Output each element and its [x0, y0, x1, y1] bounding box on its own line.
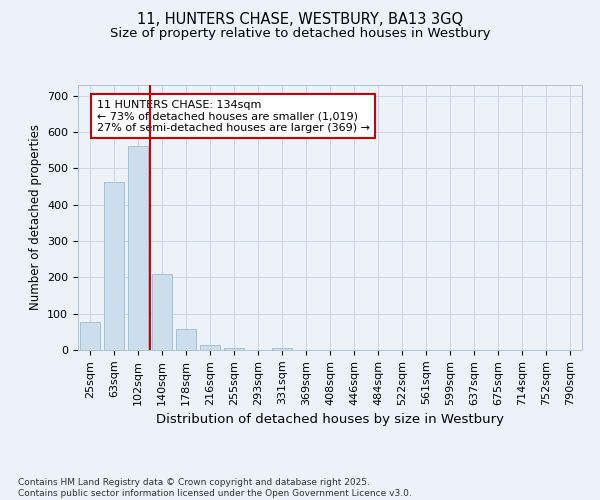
Bar	[176, 330, 196, 350]
Bar	[272, 348, 292, 350]
Text: Contains HM Land Registry data © Crown copyright and database right 2025.
Contai: Contains HM Land Registry data © Crown c…	[18, 478, 412, 498]
Text: 11, HUNTERS CHASE, WESTBURY, BA13 3GQ: 11, HUNTERS CHASE, WESTBURY, BA13 3GQ	[137, 12, 463, 28]
Bar	[200, 344, 220, 350]
Y-axis label: Number of detached properties: Number of detached properties	[29, 124, 41, 310]
Text: 11 HUNTERS CHASE: 134sqm
← 73% of detached houses are smaller (1,019)
27% of sem: 11 HUNTERS CHASE: 134sqm ← 73% of detach…	[97, 100, 370, 132]
Bar	[128, 146, 148, 350]
Bar	[152, 274, 172, 350]
Text: Size of property relative to detached houses in Westbury: Size of property relative to detached ho…	[110, 28, 490, 40]
Bar	[224, 348, 244, 350]
Bar	[104, 182, 124, 350]
X-axis label: Distribution of detached houses by size in Westbury: Distribution of detached houses by size …	[156, 413, 504, 426]
Bar	[80, 322, 100, 350]
